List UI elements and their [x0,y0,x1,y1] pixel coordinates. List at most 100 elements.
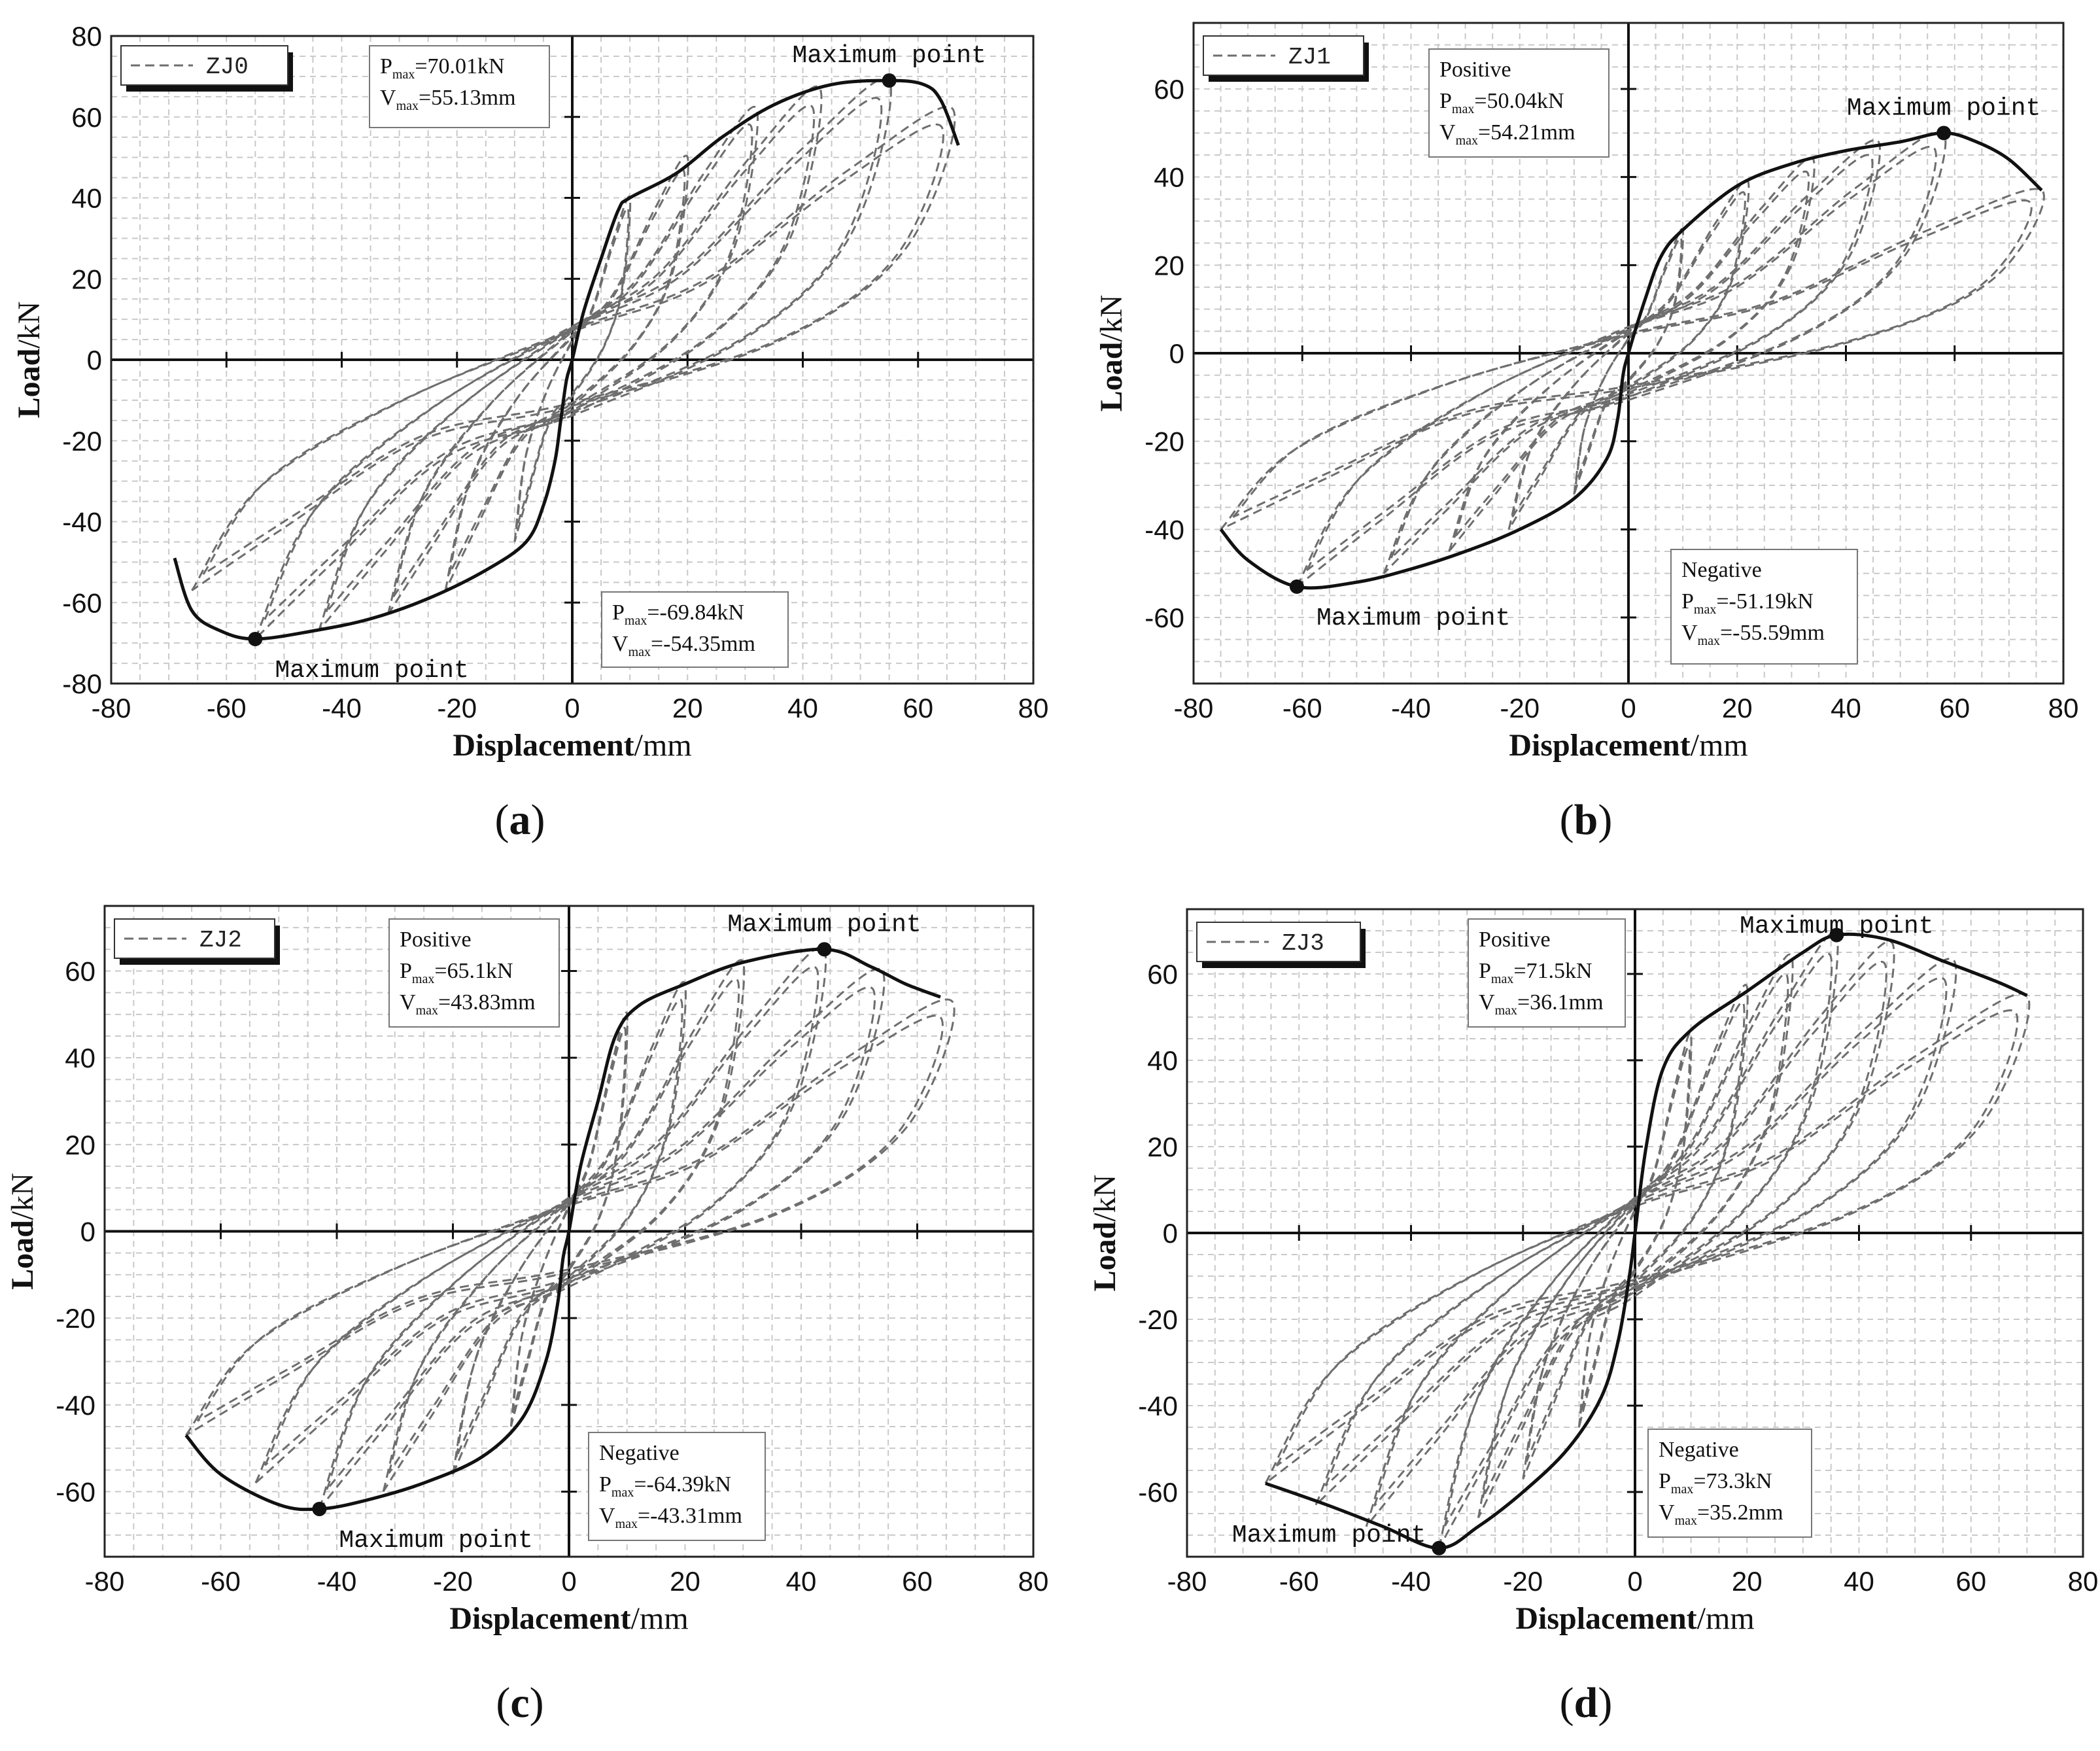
y-tick-label: -60 [1138,1477,1178,1508]
x-axis-label: Displacement/mm [1515,1601,1754,1636]
x-tick-label: -20 [433,1566,473,1597]
panel-caption: (d) [1560,1679,1613,1727]
x-tick-label: 80 [1018,1566,1049,1597]
annotation-pmax: Pmax=65.1kN [400,959,513,986]
cycle-loop [1315,958,1957,1506]
legend-label: ZJ1 [1288,44,1331,71]
x-tick-label: 60 [903,693,933,723]
x-tick-label: 40 [1844,1566,1874,1597]
annotation-box [369,45,550,128]
cycle-loop [1477,953,1794,1519]
x-tick-label: -20 [437,693,477,723]
annotation-negative: Negative Pmax=-64.39kN Vmax=-43.31mm [588,1432,766,1541]
skeleton-curve [173,78,960,641]
annotation-box [1670,549,1858,665]
cycle-loop-repeat [448,169,686,575]
cycle-loop-repeat [325,104,816,613]
max-point-label-positive: Maximum point [1740,912,1933,941]
y-axis-label: Load/kN [1094,295,1129,412]
cycle-loop-repeat [1373,961,1887,1507]
annotation-positive: Positive Pmax=65.1kN Vmax=43.83mm [388,918,560,1028]
max-point-label-positive: Maximum point [792,42,986,70]
annotation-heading: Negative [1681,558,1762,582]
cycle-loop-repeat [264,97,883,621]
y-tick-label: 40 [1147,1045,1178,1076]
max-point-label-positive: Maximum point [1847,94,2040,122]
cycle-loop [382,959,746,1493]
x-tick-label: -40 [322,693,362,723]
cycle-loop-repeat [388,978,740,1474]
cycle-loop [1383,139,1882,574]
cycle-loop-repeat [1232,199,2033,518]
x-tick-label: -40 [317,1566,357,1597]
x-tick-label: 20 [1722,693,1753,723]
y-tick-label: 0 [80,1217,95,1247]
cycle-loop [191,105,956,591]
annotation-heading: Positive [400,928,472,952]
x-tick-label: -20 [1500,693,1540,723]
annotation-pmax: Pmax=71.5kN [1479,959,1592,986]
annotation-vmax: Vmax=-54.35mm [612,632,755,659]
x-tick-label: 0 [561,1566,576,1597]
legend-label: ZJ3 [1282,930,1324,957]
annotation-vmax: Vmax=-55.59mm [1681,621,1825,648]
hysteresis-cycles [191,77,956,640]
y-tick-label: -40 [1138,1391,1178,1421]
plot-frame [1186,908,2084,1558]
cycle-loop-repeat [1305,145,1937,572]
max-point-positive [817,942,832,957]
x-axis-label: Displacement/mm [449,1601,688,1636]
x-tick-label: 80 [2068,1566,2099,1597]
annotation-pmax: Pmax=-51.19kN [1681,589,1814,617]
y-tick-label: -80 [62,668,102,699]
annotation-vmax: Vmax=43.83mm [400,990,536,1018]
y-tick-label: 0 [1163,1218,1178,1249]
x-tick-label: 60 [1955,1566,1986,1597]
y-tick-label: -20 [62,426,102,457]
y-tick-label: 40 [71,183,102,214]
max-point-negative [312,1502,327,1517]
max-point-negative [1432,1540,1447,1555]
y-tick-label: 40 [1154,162,1184,193]
annotation-box [1647,1429,1812,1538]
panel-b: -80 -60 -40 -20 0 20 40 60 80 -60 -40 -20 0 20 40 60 Dis… [1094,22,2079,844]
max-point-label-negative: Maximum point [275,657,468,685]
x-tick-label: 20 [1732,1566,1763,1597]
y-tick-label: -20 [56,1303,95,1334]
max-point-negative [248,631,263,646]
annotation-box [601,591,789,668]
annotation-vmax: Vmax=55.13mm [380,86,516,113]
annotation-box [588,1432,766,1541]
annotation-box [1428,48,1609,158]
cycle-loop [1365,940,1895,1527]
x-tick-label: -80 [1167,1566,1207,1597]
x-tick-label: -60 [201,1566,241,1597]
x-tick-label: -60 [1282,693,1322,723]
annotation-positive: Pmax=70.01kN Vmax=55.13mm [369,45,550,128]
panel-c: -80 -60 -40 -20 0 20 40 60 80 -60 -40 -20 0 20 40 60 Dis… [5,905,1049,1727]
annotation-vmax: Vmax=-43.31mm [599,1504,742,1531]
legend-box [1203,35,1364,76]
cycle-loop-repeat [511,1027,627,1413]
annotation-heading: Positive [1479,928,1551,952]
annotation-positive: Positive Pmax=50.04kN Vmax=54.21mm [1428,48,1609,158]
y-tick-label: 0 [1169,338,1184,369]
y-tick-label: -40 [62,507,102,538]
max-point-positive [1936,126,1952,141]
max-point-label-positive: Maximum point [727,910,921,939]
panel-a: -80 -60 -40 -20 0 20 40 60 80 -80 -60 -40 -20 0 20 40 60… [12,21,1048,844]
panel-caption: (a) [495,796,545,844]
y-tick-label: -20 [1145,426,1184,457]
x-tick-label: 80 [2048,693,2079,723]
y-tick-label: 20 [71,264,102,294]
annotation-positive: Positive Pmax=71.5kN Vmax=36.1mm [1468,918,1626,1028]
annotation-pmax: Pmax=-69.84kN [612,600,744,628]
y-axis-label: Load/kN [1088,1175,1122,1292]
annotation-negative: Negative Pmax=-51.19kN Vmax=-55.59mm [1670,549,1858,665]
max-point-negative [1289,579,1304,594]
cycle-loop-repeat [1275,1009,2019,1467]
y-tick-label: 20 [65,1130,95,1160]
x-tick-label: -40 [1391,1566,1431,1597]
y-tick-label: 60 [65,956,95,987]
